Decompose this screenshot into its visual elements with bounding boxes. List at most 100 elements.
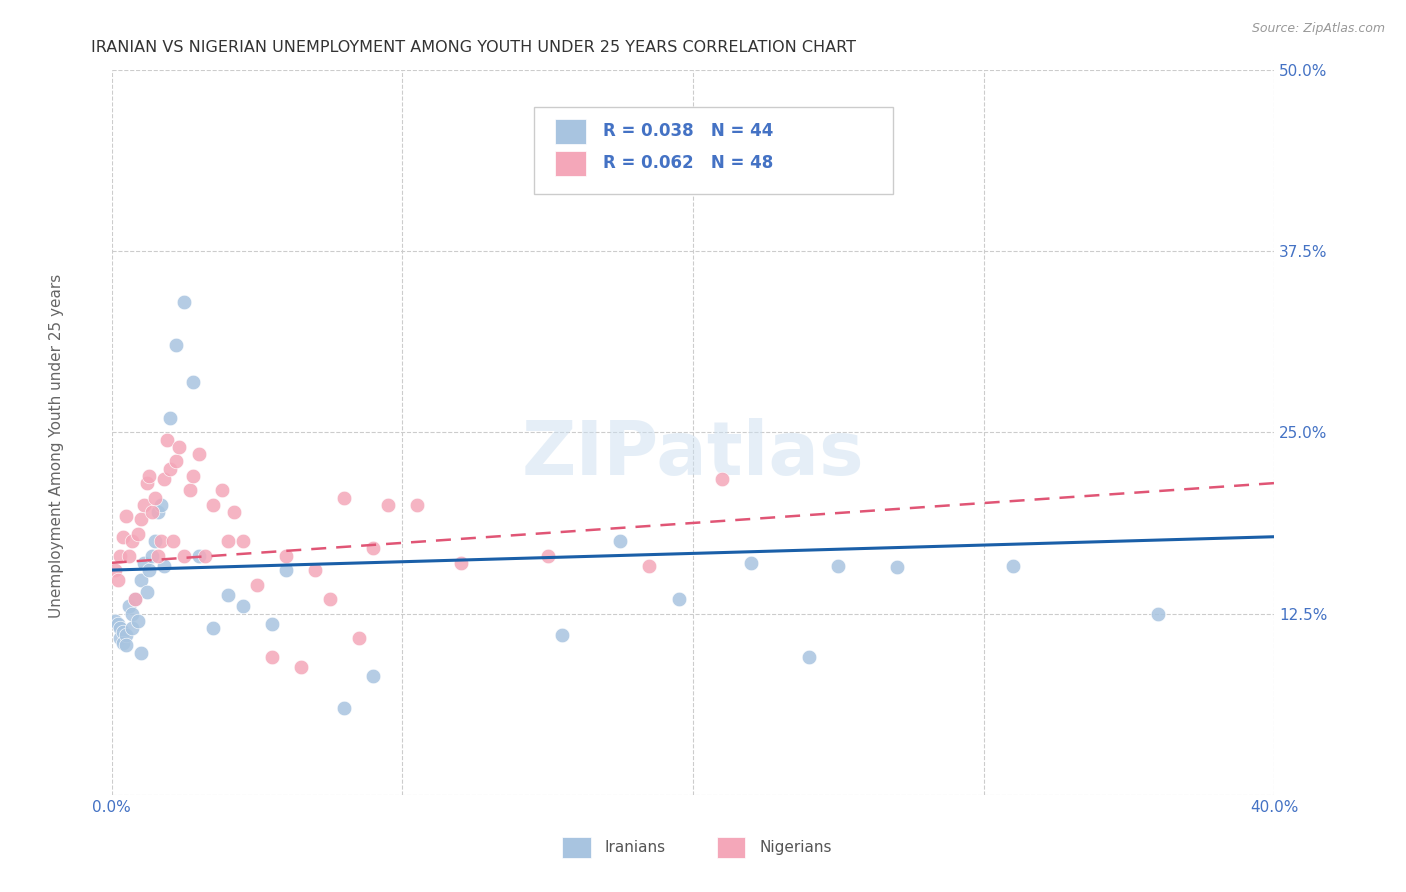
- Point: [138, 563, 160, 577]
- Point: [377, 498, 399, 512]
- Point: [551, 628, 574, 642]
- Point: [450, 556, 472, 570]
- Point: [156, 433, 179, 447]
- Point: [290, 660, 312, 674]
- Point: [537, 549, 560, 563]
- Point: [173, 549, 195, 563]
- Point: [886, 560, 908, 574]
- Point: [107, 616, 129, 631]
- Point: [148, 505, 170, 519]
- Point: [181, 375, 204, 389]
- Point: [711, 472, 734, 486]
- Point: [202, 498, 225, 512]
- Point: [347, 631, 370, 645]
- Point: [135, 476, 157, 491]
- Text: ZIPatlas: ZIPatlas: [522, 417, 865, 491]
- Point: [150, 498, 173, 512]
- Point: [217, 588, 239, 602]
- Point: [274, 563, 297, 577]
- Text: Iranians: Iranians: [605, 840, 665, 855]
- Point: [222, 505, 245, 519]
- Point: [179, 483, 201, 498]
- Point: [274, 549, 297, 563]
- Point: [135, 584, 157, 599]
- Point: [165, 338, 187, 352]
- Point: [202, 621, 225, 635]
- Point: [115, 509, 138, 524]
- Point: [132, 498, 155, 512]
- Point: [110, 549, 132, 563]
- Point: [150, 534, 173, 549]
- Point: [799, 650, 821, 665]
- Point: [124, 592, 146, 607]
- Point: [217, 534, 239, 549]
- Point: [148, 549, 170, 563]
- Point: [121, 607, 143, 621]
- Point: [110, 621, 132, 635]
- Text: Source: ZipAtlas.com: Source: ZipAtlas.com: [1251, 22, 1385, 36]
- Point: [333, 491, 356, 505]
- Point: [318, 592, 340, 607]
- Point: [173, 295, 195, 310]
- Point: [246, 577, 269, 591]
- Point: [231, 599, 253, 614]
- Point: [107, 573, 129, 587]
- Point: [827, 558, 849, 573]
- Point: [1001, 558, 1024, 573]
- Point: [138, 468, 160, 483]
- Point: [129, 573, 152, 587]
- Point: [231, 534, 253, 549]
- Point: [187, 447, 209, 461]
- Point: [333, 700, 356, 714]
- Point: [121, 534, 143, 549]
- Point: [638, 558, 661, 573]
- Text: IRANIAN VS NIGERIAN UNEMPLOYMENT AMONG YOUTH UNDER 25 YEARS CORRELATION CHART: IRANIAN VS NIGERIAN UNEMPLOYMENT AMONG Y…: [91, 40, 856, 55]
- Point: [110, 631, 132, 645]
- Point: [260, 616, 283, 631]
- Point: [162, 534, 184, 549]
- Point: [127, 526, 149, 541]
- Point: [363, 541, 385, 556]
- Point: [153, 558, 176, 573]
- Point: [363, 669, 385, 683]
- Point: [194, 549, 217, 563]
- Point: [159, 410, 181, 425]
- Point: [112, 530, 135, 544]
- Point: [153, 472, 176, 486]
- Point: [129, 646, 152, 660]
- Point: [260, 650, 283, 665]
- Point: [121, 621, 143, 635]
- Point: [127, 614, 149, 628]
- Point: [112, 625, 135, 640]
- Point: [104, 563, 127, 577]
- Point: [740, 556, 762, 570]
- Point: [406, 498, 429, 512]
- Point: [143, 491, 166, 505]
- Point: [668, 592, 690, 607]
- Point: [124, 592, 146, 607]
- Point: [118, 549, 141, 563]
- Point: [115, 639, 138, 653]
- Text: R = 0.062   N = 48: R = 0.062 N = 48: [603, 154, 773, 172]
- Point: [181, 468, 204, 483]
- Point: [159, 461, 181, 475]
- Point: [211, 483, 233, 498]
- Text: Unemployment Among Youth under 25 years: Unemployment Among Youth under 25 years: [49, 274, 63, 618]
- Point: [141, 549, 163, 563]
- Text: Nigerians: Nigerians: [759, 840, 832, 855]
- Point: [1147, 607, 1170, 621]
- Point: [165, 454, 187, 468]
- Point: [609, 534, 631, 549]
- Point: [118, 599, 141, 614]
- Point: [141, 505, 163, 519]
- Point: [129, 512, 152, 526]
- Point: [167, 440, 190, 454]
- Point: [143, 534, 166, 549]
- Point: [115, 628, 138, 642]
- Point: [104, 614, 127, 628]
- Text: R = 0.038   N = 44: R = 0.038 N = 44: [603, 122, 773, 140]
- Point: [187, 549, 209, 563]
- Point: [112, 635, 135, 649]
- Point: [132, 556, 155, 570]
- Point: [304, 563, 326, 577]
